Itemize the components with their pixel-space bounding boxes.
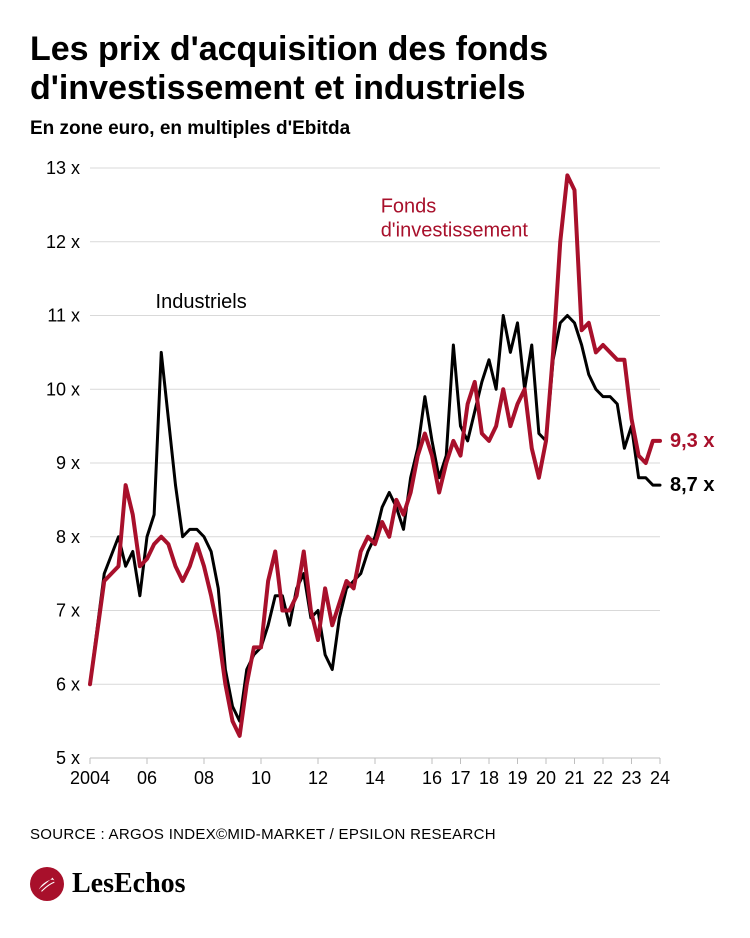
svg-text:12 x: 12 x <box>46 232 80 252</box>
svg-text:14: 14 <box>365 768 385 788</box>
svg-text:17: 17 <box>450 768 470 788</box>
chart-title: Les prix d'acquisition des fonds d'inves… <box>30 30 720 108</box>
svg-text:06: 06 <box>137 768 157 788</box>
svg-text:8,7 x: 8,7 x <box>670 474 714 496</box>
svg-text:11 x: 11 x <box>47 306 80 326</box>
svg-text:8 x: 8 x <box>56 527 80 547</box>
svg-text:13 x: 13 x <box>46 158 80 178</box>
svg-text:Industriels: Industriels <box>156 291 247 313</box>
svg-text:08: 08 <box>194 768 214 788</box>
svg-text:7 x: 7 x <box>56 601 80 621</box>
lesechos-icon <box>30 867 64 901</box>
svg-text:5 x: 5 x <box>56 748 80 768</box>
lesechos-wordmark: LesEchos <box>72 868 186 900</box>
svg-text:16: 16 <box>422 768 442 788</box>
chart-subtitle: En zone euro, en multiples d'Ebitda <box>30 118 720 140</box>
svg-text:9 x: 9 x <box>56 453 80 473</box>
svg-text:9,3 x: 9,3 x <box>670 430 714 452</box>
svg-text:24: 24 <box>650 768 670 788</box>
svg-text:d'investissement: d'investissement <box>381 219 529 241</box>
line-chart: 5 x 6 x 7 x 8 x 9 x 10 x 11 x 12 x 13 x 2004 06 08 1… <box>30 158 720 798</box>
svg-text:12: 12 <box>308 768 328 788</box>
svg-text:Fonds: Fonds <box>381 195 437 217</box>
svg-text:21: 21 <box>564 768 584 788</box>
svg-text:10 x: 10 x <box>46 379 80 399</box>
svg-text:19: 19 <box>507 768 527 788</box>
publisher-logo: LesEchos <box>30 867 720 901</box>
chart-container: 5 x 6 x 7 x 8 x 9 x 10 x 11 x 12 x 13 x 2004 06 08 1… <box>30 158 720 798</box>
svg-text:22: 22 <box>593 768 613 788</box>
chart-source: SOURCE : ARGOS INDEX©MID-MARKET / EPSILO… <box>30 826 720 843</box>
svg-text:6 x: 6 x <box>56 674 80 694</box>
svg-text:2004: 2004 <box>70 768 110 788</box>
svg-text:23: 23 <box>621 768 641 788</box>
svg-text:10: 10 <box>251 768 271 788</box>
svg-text:20: 20 <box>536 768 556 788</box>
svg-text:18: 18 <box>479 768 499 788</box>
